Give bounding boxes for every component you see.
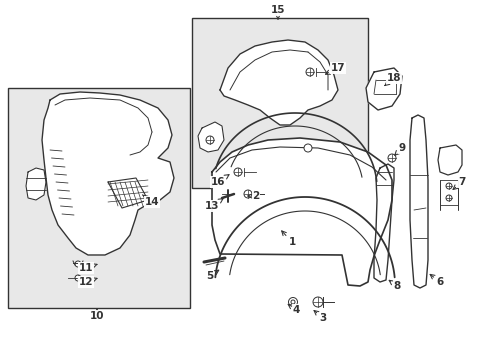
Polygon shape — [373, 164, 393, 282]
Text: 4: 4 — [287, 304, 299, 315]
Text: 9: 9 — [394, 143, 405, 155]
Polygon shape — [212, 138, 391, 286]
Text: 5: 5 — [206, 270, 218, 281]
Polygon shape — [198, 122, 224, 152]
Circle shape — [244, 190, 251, 198]
Polygon shape — [437, 145, 461, 175]
Polygon shape — [108, 178, 148, 208]
Text: 3: 3 — [313, 311, 326, 323]
Text: 7: 7 — [452, 177, 465, 189]
Circle shape — [445, 195, 451, 201]
Text: 18: 18 — [384, 73, 401, 86]
Polygon shape — [42, 92, 174, 255]
Circle shape — [288, 297, 297, 306]
Text: 10: 10 — [90, 309, 104, 321]
Circle shape — [305, 68, 313, 76]
Circle shape — [290, 300, 294, 304]
Text: 14: 14 — [142, 195, 159, 207]
Circle shape — [205, 136, 214, 144]
Bar — [8, 88, 190, 308]
Circle shape — [445, 183, 451, 189]
Text: 6: 6 — [429, 274, 443, 287]
Text: 12: 12 — [79, 277, 97, 287]
Polygon shape — [365, 68, 401, 110]
Polygon shape — [409, 115, 427, 288]
Circle shape — [75, 275, 81, 281]
Bar — [192, 18, 367, 188]
Circle shape — [234, 168, 242, 176]
Text: 16: 16 — [210, 175, 228, 187]
Text: 2: 2 — [247, 191, 259, 201]
Text: 11: 11 — [79, 263, 97, 273]
Text: 15: 15 — [270, 5, 285, 19]
Text: 8: 8 — [388, 280, 400, 291]
Text: 17: 17 — [325, 63, 345, 74]
Text: 13: 13 — [204, 199, 223, 211]
Circle shape — [387, 154, 395, 162]
Circle shape — [75, 261, 81, 267]
Circle shape — [312, 297, 323, 307]
Polygon shape — [220, 40, 337, 125]
Text: 1: 1 — [281, 231, 295, 247]
Circle shape — [304, 144, 311, 152]
Polygon shape — [26, 168, 46, 200]
